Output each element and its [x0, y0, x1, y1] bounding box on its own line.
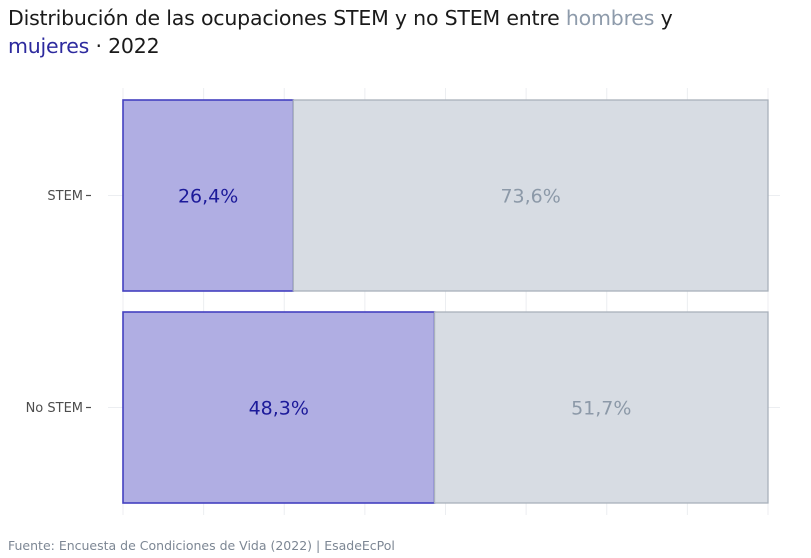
bar-mujeres-1	[122, 311, 436, 504]
y-axis: STEM No STEM	[26, 189, 91, 416]
y-tick-label-1: No STEM	[26, 401, 83, 416]
bar-hombres-0	[292, 99, 769, 292]
data-label-hombres-0: 73,6%	[500, 186, 560, 208]
title-part-3: · 2022	[89, 34, 160, 58]
bars	[122, 99, 769, 504]
title-hombres: hombres	[565, 6, 655, 30]
source-note: Fuente: Encuesta de Condiciones de Vida …	[8, 538, 395, 553]
data-label-mujeres-0: 26,4%	[178, 186, 238, 208]
data-labels: 26,4% 73,6% 48,3% 51,7%	[178, 186, 631, 420]
data-label-hombres-1: 51,7%	[571, 398, 631, 420]
data-label-mujeres-1: 48,3%	[249, 398, 309, 420]
title-part-2: y	[654, 6, 673, 30]
title-mujeres: mujeres	[8, 34, 90, 58]
title-part-1: Distribución de las ocupaciones STEM y n…	[8, 6, 566, 30]
y-tick-label-0: STEM	[47, 189, 83, 204]
bar-mujeres-0	[122, 99, 295, 292]
bar-hombres-1	[433, 311, 769, 504]
chart-title: Distribución de las ocupaciones STEM y n…	[8, 4, 808, 60]
